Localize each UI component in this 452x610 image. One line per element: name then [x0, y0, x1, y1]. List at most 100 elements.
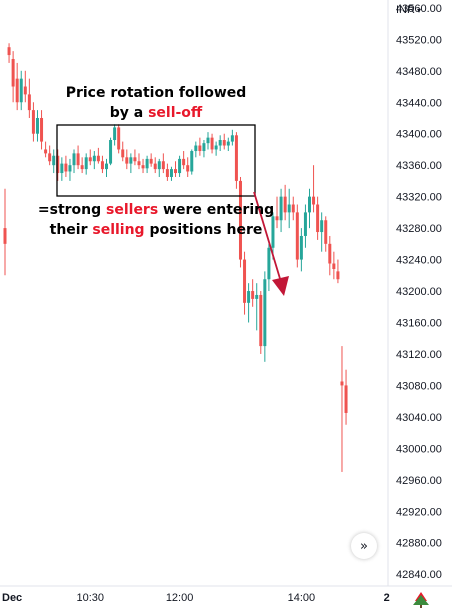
candle[interactable] [129, 153, 133, 174]
candle[interactable] [52, 149, 56, 174]
candle[interactable] [88, 149, 92, 166]
candle[interactable] [141, 158, 145, 174]
candle[interactable] [145, 155, 149, 174]
candle-body [161, 161, 165, 170]
candle[interactable] [271, 212, 275, 260]
candle[interactable] [332, 251, 336, 280]
candle[interactable] [336, 259, 340, 284]
candle[interactable] [96, 147, 100, 164]
candle[interactable] [243, 251, 247, 315]
candle[interactable] [259, 291, 263, 354]
candle[interactable] [178, 155, 182, 177]
candle[interactable] [149, 153, 153, 167]
candle[interactable] [291, 196, 295, 221]
candle[interactable] [113, 124, 117, 146]
candle[interactable] [27, 78, 31, 118]
candle[interactable] [344, 369, 348, 425]
candle[interactable] [222, 133, 226, 150]
candle[interactable] [92, 151, 96, 170]
candle[interactable] [165, 163, 169, 181]
candle[interactable] [7, 43, 11, 63]
price-axis[interactable]: 43560.00 43520.00 43480.00 43440.00 43400.00… [396, 3, 442, 581]
candle-body [336, 271, 340, 280]
candle[interactable] [125, 149, 129, 170]
candle[interactable] [109, 137, 113, 166]
candle[interactable] [182, 151, 186, 170]
candle[interactable] [15, 62, 19, 111]
y-tick-label: 43160.00 [396, 317, 442, 329]
candle[interactable] [60, 157, 64, 181]
candle[interactable] [312, 165, 316, 213]
candle[interactable] [234, 132, 238, 189]
candle[interactable] [226, 137, 230, 152]
chevron-down-icon[interactable]: ▾ [417, 6, 421, 15]
candle[interactable] [299, 228, 303, 272]
candle[interactable] [56, 149, 60, 181]
candle[interactable] [186, 157, 190, 177]
candle-body [316, 204, 320, 233]
candle[interactable] [283, 184, 287, 221]
candle-body [84, 157, 88, 170]
candle[interactable] [84, 153, 88, 175]
candle[interactable] [133, 149, 137, 166]
candle[interactable] [40, 110, 44, 150]
candle[interactable] [206, 132, 210, 150]
candle[interactable] [263, 271, 267, 362]
candle[interactable] [190, 149, 194, 175]
candle[interactable] [238, 176, 242, 268]
candle[interactable] [251, 279, 255, 307]
candle[interactable] [48, 145, 52, 166]
candle[interactable] [247, 283, 251, 323]
candle-body [137, 161, 141, 166]
candle[interactable] [105, 158, 108, 177]
candle[interactable] [210, 133, 214, 154]
candle[interactable] [320, 212, 324, 252]
candle[interactable] [279, 188, 283, 233]
candle[interactable] [31, 102, 35, 142]
candle[interactable] [11, 51, 15, 103]
candle[interactable] [214, 141, 218, 156]
candle[interactable] [174, 161, 178, 177]
candle[interactable] [157, 158, 161, 177]
candle[interactable] [76, 145, 80, 170]
candle[interactable] [72, 149, 76, 174]
candle[interactable] [295, 204, 299, 268]
candle[interactable] [308, 188, 311, 229]
candle[interactable] [121, 141, 125, 162]
candle[interactable] [169, 166, 173, 181]
candle[interactable] [340, 346, 344, 472]
candle[interactable] [44, 141, 48, 158]
candle[interactable] [230, 129, 234, 146]
candle[interactable] [35, 110, 39, 142]
candle[interactable] [137, 153, 141, 170]
candle-body [56, 155, 60, 174]
candle-body [105, 163, 108, 170]
candle[interactable] [287, 188, 291, 229]
candle[interactable] [202, 140, 206, 158]
candle[interactable] [267, 243, 271, 292]
candle[interactable] [80, 157, 84, 174]
candle[interactable] [218, 135, 222, 152]
candle[interactable] [161, 153, 165, 174]
candle[interactable] [153, 157, 157, 174]
time-axis[interactable]: Dec 10:30 12:00 14:00 2 [2, 592, 390, 604]
candle[interactable] [23, 70, 27, 103]
candle[interactable] [324, 216, 328, 252]
double-chevron-right-icon[interactable]: » [351, 533, 377, 559]
candle[interactable] [316, 196, 320, 240]
candle[interactable] [100, 155, 104, 174]
candle[interactable] [255, 283, 259, 331]
candle[interactable] [3, 188, 7, 276]
candle[interactable] [64, 155, 68, 177]
candle-body [328, 243, 332, 264]
candle[interactable] [303, 204, 307, 248]
candle[interactable] [275, 196, 279, 229]
candle[interactable] [198, 137, 202, 156]
currency-label[interactable]: INR [396, 4, 415, 16]
candle[interactable] [68, 158, 72, 181]
candle[interactable] [117, 124, 121, 154]
candle[interactable] [19, 70, 23, 111]
candle[interactable] [328, 235, 332, 276]
candle[interactable] [194, 141, 198, 158]
